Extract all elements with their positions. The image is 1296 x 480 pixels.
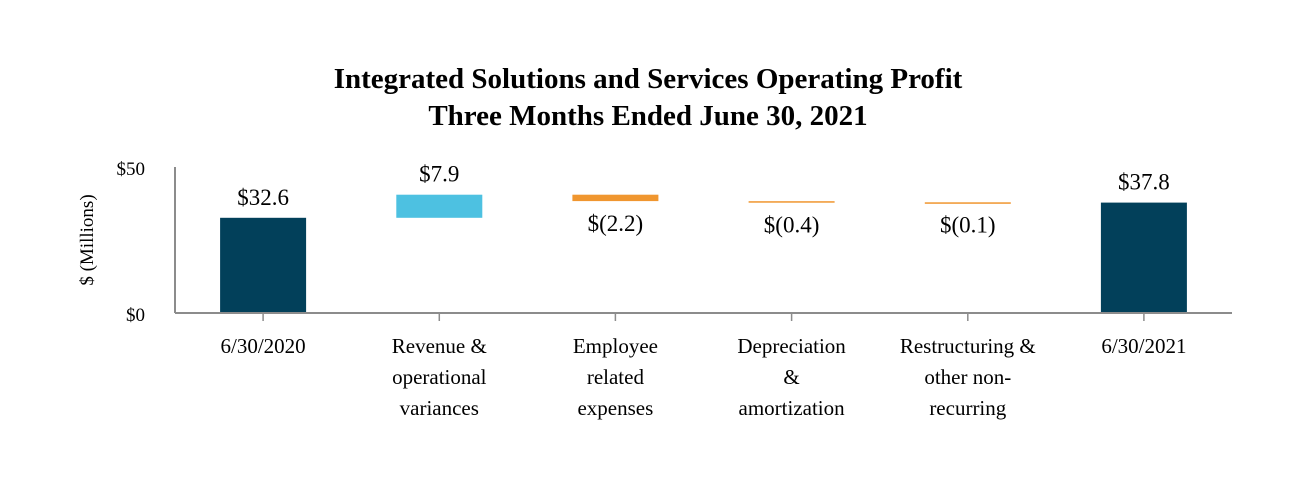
category-label-5-line-2: other non- [924, 365, 1011, 389]
data-label-4: $(0.4) [764, 212, 820, 237]
category-label-3-line-1: Employee [573, 334, 658, 358]
category-label-6-line-1: 6/30/2021 [1101, 334, 1186, 358]
bar-2 [396, 194, 483, 218]
data-label-2: $7.9 [419, 162, 459, 187]
bar-6 [1100, 202, 1187, 313]
category-label-3-line-3: expenses [577, 396, 653, 420]
chart-title: Integrated Solutions and Services Operat… [333, 63, 963, 95]
category-label-2-line-1: Revenue & [392, 334, 487, 358]
bar-1 [220, 217, 307, 313]
category-label-2-line-2: operational [392, 365, 487, 389]
category-label-2-line-3: variances [400, 396, 479, 420]
y-axis-label: $ (Millions) [77, 194, 98, 285]
chart-subtitle: Three Months Ended June 30, 2021 [428, 100, 868, 132]
category-label-1-line-1: 6/30/2020 [221, 334, 306, 358]
y-tick-label-min: $0 [126, 305, 145, 326]
bar-4 [748, 201, 835, 203]
category-label-3-line-2: related [587, 365, 645, 389]
data-label-1: $32.6 [237, 185, 289, 210]
bar-3 [572, 194, 659, 202]
category-label-4-line-3: amortization [739, 396, 846, 420]
data-label-6: $37.8 [1118, 170, 1170, 195]
category-label-4-line-1: Depreciation [737, 334, 846, 358]
category-label-5-line-3: recurring [929, 396, 1006, 420]
y-tick-label-max: $50 [117, 159, 146, 180]
data-label-5: $(0.1) [940, 213, 996, 238]
data-label-3: $(2.2) [588, 211, 644, 236]
bar-5 [924, 202, 1011, 204]
category-label-4-line-2: & [783, 365, 799, 389]
category-label-5-line-1: Restructuring & [900, 334, 1036, 358]
